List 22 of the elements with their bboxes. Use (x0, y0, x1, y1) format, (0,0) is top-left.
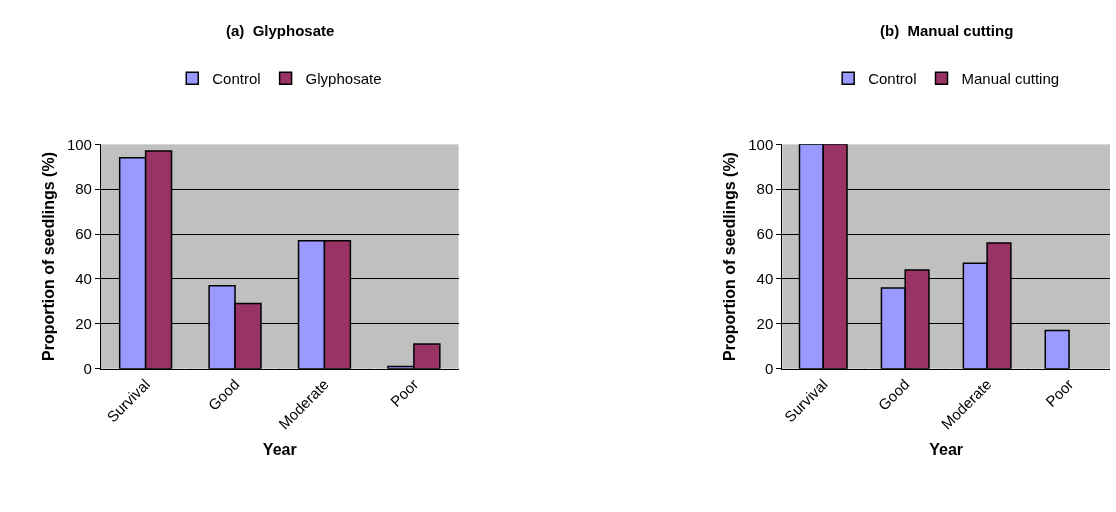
legend-label: Control (868, 70, 917, 88)
y-tick-label: 60 (756, 225, 774, 243)
y-tick-label: 20 (756, 315, 774, 333)
y-tick-label: 60 (75, 225, 92, 243)
legend-label: Glyphosate (305, 70, 382, 88)
chart-title: (b) Manual cutting (880, 22, 1014, 39)
y-tick-label: 80 (756, 180, 774, 198)
y-tick-label: 40 (75, 270, 92, 288)
chart-title: (a) Glyphosate (226, 22, 335, 39)
y-tick-label: 80 (75, 180, 92, 198)
y-tick-label: 100 (748, 135, 774, 153)
y-axis-title: Proportion of seedlings (%) (721, 152, 739, 361)
x-axis-title: Year (262, 441, 297, 459)
y-tick-label: 40 (756, 270, 774, 288)
y-tick-label: 20 (75, 315, 92, 333)
y-axis-title: Proportion of seedlings (%) (39, 152, 57, 361)
y-tick-label: 0 (764, 359, 774, 377)
y-tick-label: 0 (83, 359, 92, 377)
legend-label: Manual cutting (961, 70, 1060, 88)
legend-label: Control (212, 70, 261, 88)
y-tick-label: 100 (66, 135, 92, 153)
x-axis-title: Year (929, 441, 964, 459)
